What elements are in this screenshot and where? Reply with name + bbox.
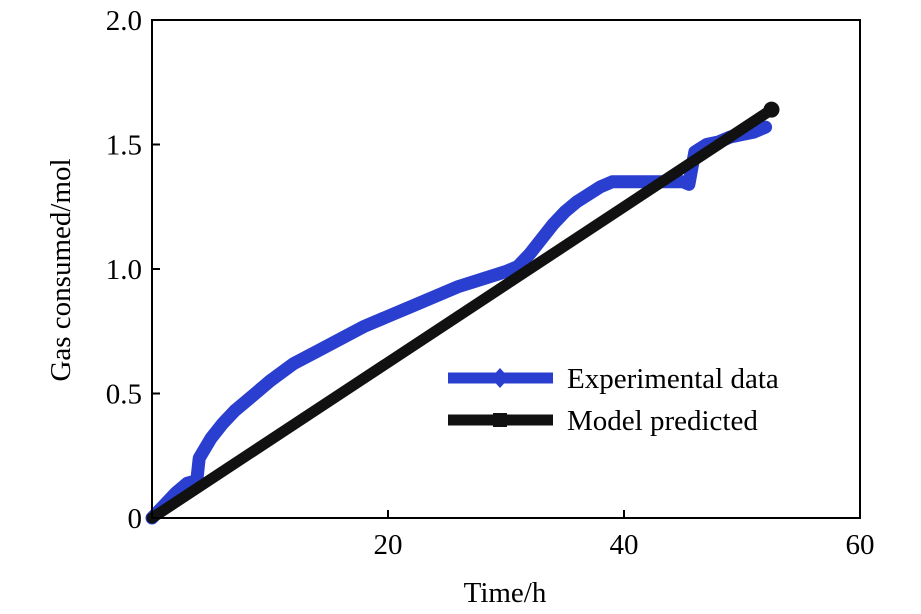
- x-axis-title: Time/h: [464, 577, 547, 609]
- y-axis-title: Gas consumed/mol: [45, 158, 77, 381]
- y-tick-label: 2.0: [106, 5, 142, 37]
- y-tick-label: 1.5: [106, 130, 142, 162]
- x-tick-label: 40: [610, 529, 639, 561]
- series-line-model-predicted: [146, 104, 777, 524]
- series-layer: [145, 101, 780, 525]
- legend-label-model-predicted: Model predicted: [567, 405, 758, 437]
- series-line-experimental-data: [145, 120, 773, 525]
- legend: Experimental data Model predicted: [448, 363, 779, 437]
- legend-marker-experimental-data: [491, 368, 509, 388]
- y-tick-label: 0.5: [106, 379, 142, 411]
- plot-area-frame: [151, 19, 861, 519]
- legend-label-experimental-data: Experimental data: [567, 363, 779, 395]
- x-tick-label: 20: [374, 529, 403, 561]
- tick-labels: 20 40 60 0 0.5 1.0 1.5 2.0: [106, 5, 875, 561]
- y-tick-label: 0: [128, 503, 143, 535]
- series-endpoint-model-predicted: [763, 101, 780, 118]
- x-tick-label: 60: [846, 529, 875, 561]
- legend-marker-model-predicted: [493, 413, 507, 427]
- y-tick-label: 1.0: [106, 254, 142, 286]
